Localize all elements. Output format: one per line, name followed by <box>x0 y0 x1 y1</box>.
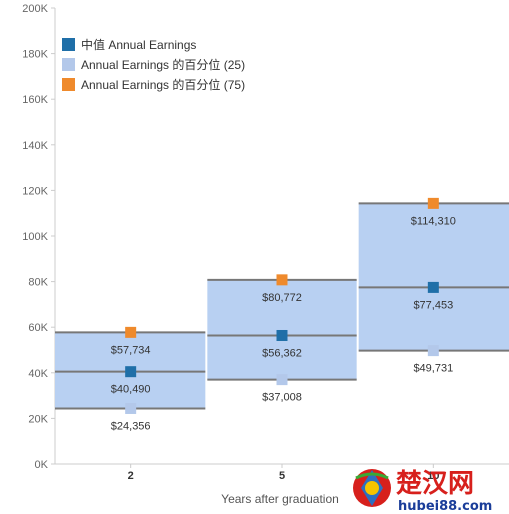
y-tick-label: 160K <box>22 94 48 106</box>
marker-point <box>427 281 439 293</box>
legend-entry: Annual Earnings 的百分位 (75) <box>81 77 245 92</box>
y-tick-label: 100K <box>22 231 48 243</box>
data-label: $56,362 <box>262 347 302 359</box>
legend-entry: 中值 Annual Earnings <box>81 37 196 52</box>
data-label: $24,356 <box>111 420 151 432</box>
box-5 <box>207 279 357 380</box>
y-tick-label: 40K <box>28 368 48 380</box>
marker-point <box>276 374 288 386</box>
x-tick-label: 10 <box>427 470 439 482</box>
y-tick-label: 140K <box>22 140 48 152</box>
data-label: $114,310 <box>411 215 456 227</box>
marker-point <box>427 345 439 357</box>
legend-entry: Annual Earnings 的百分位 (25) <box>81 57 245 72</box>
marker-point <box>125 326 137 338</box>
marker-point <box>125 402 137 414</box>
data-label: $77,453 <box>413 299 453 311</box>
data-label: $80,772 <box>262 292 302 304</box>
y-tick-label: 180K <box>22 49 48 61</box>
legend-swatch <box>62 38 75 51</box>
x-tick-label: 5 <box>279 470 285 482</box>
box-10 <box>358 203 509 351</box>
data-label: $49,731 <box>413 363 453 375</box>
x-axis: 2 5 10 <box>55 463 509 482</box>
marker-point <box>276 329 288 341</box>
x-axis-title: Years after graduation <box>221 492 339 506</box>
data-label: $40,490 <box>111 384 151 396</box>
marker-point <box>427 197 439 209</box>
y-tick-label: 120K <box>22 185 48 197</box>
y-tick-label: 60K <box>28 322 48 334</box>
watermark-url: hubei88.com <box>398 499 492 514</box>
legend-swatch <box>62 58 75 71</box>
x-tick-label: 2 <box>128 470 134 482</box>
y-tick-label: 0K <box>35 459 49 471</box>
box-group: $24,356 $40,490 $57,734 $37,008 $56,362 $80,7… <box>55 197 509 432</box>
y-axis: 0K 20K 40K 60K 80K 100K 120K 140K 160K 180K 200K <box>22 3 56 471</box>
marker-point <box>276 274 288 286</box>
watermark: 楚汉网 hubei88.com <box>353 469 492 514</box>
data-label: $37,008 <box>262 392 302 404</box>
legend: 中值 Annual Earnings Annual Earnings 的百分位 (… <box>62 37 245 92</box>
y-tick-label: 200K <box>22 3 48 15</box>
y-tick-label: 20K <box>28 413 48 425</box>
legend-swatch <box>62 78 75 91</box>
y-tick-label: 80K <box>28 277 48 289</box>
data-label: $57,734 <box>111 344 151 356</box>
marker-point <box>125 366 137 378</box>
watermark-title: 楚汉网 <box>396 469 474 499</box>
watermark-logo-icon <box>353 469 391 507</box>
